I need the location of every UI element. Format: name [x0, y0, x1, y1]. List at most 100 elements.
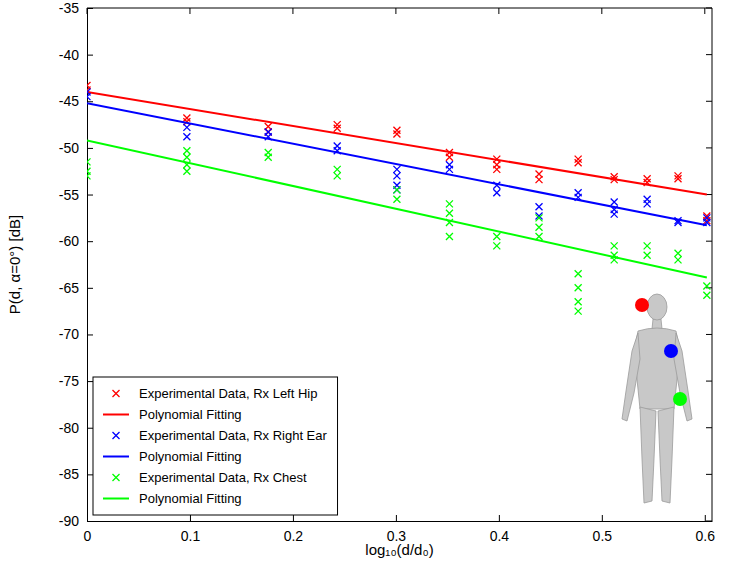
data-point	[446, 154, 453, 161]
data-point	[536, 214, 543, 221]
tick-mark	[87, 8, 88, 14]
data-point	[575, 308, 582, 315]
tick-mark	[87, 195, 93, 196]
data-point	[536, 176, 543, 183]
x-axis-title: log₁₀(d/d₀)	[365, 541, 433, 558]
data-point	[334, 172, 341, 179]
tick-label: 0.4	[490, 528, 510, 544]
data-point	[675, 250, 682, 257]
tick: -75	[59, 373, 93, 389]
tick-mark	[601, 8, 602, 14]
tick-mark	[189, 8, 190, 14]
data-point	[493, 189, 500, 196]
tick-label: 0.1	[181, 528, 201, 544]
data-point	[644, 242, 651, 249]
data-point	[611, 211, 618, 218]
data-point	[644, 175, 651, 182]
tick-mark	[87, 288, 93, 289]
tick-mark	[395, 8, 396, 14]
legend-swatch	[103, 456, 129, 458]
tick-mark	[499, 515, 500, 521]
tick-mark	[706, 381, 712, 382]
y-axis: -90-85-80-75-70-65-60-55-50-45-40-35	[59, 0, 93, 529]
tick-label: -90	[59, 513, 79, 529]
tick-label: -35	[59, 0, 79, 16]
legend-label: Experimental Data, Rx Left Hip	[139, 386, 317, 401]
data-point	[446, 200, 453, 207]
data-point	[575, 298, 582, 305]
tick: -55	[59, 187, 93, 203]
tick-mark	[87, 474, 93, 475]
plot: 00.10.20.30.40.50.6-90-85-80-75-70-65-60…	[59, 0, 715, 544]
tick-mark	[706, 54, 712, 55]
tick: 0.5	[593, 515, 613, 544]
data-point	[575, 284, 582, 291]
receiver-dot	[664, 344, 678, 358]
tick-label: -60	[59, 233, 79, 249]
tick: 0.4	[490, 515, 510, 544]
fit-line	[87, 92, 707, 195]
data-point	[393, 196, 400, 203]
tick-mark	[498, 8, 499, 14]
tick: 0.1	[181, 515, 201, 544]
fit-line	[87, 103, 707, 225]
data-point	[575, 156, 582, 163]
data-point	[575, 159, 582, 166]
tick-mark	[602, 515, 603, 521]
data-point	[334, 166, 341, 173]
tick-mark	[292, 8, 293, 14]
frame-right	[712, 8, 713, 521]
data-point	[183, 154, 190, 161]
tick-label: 0.6	[696, 528, 716, 544]
tick-mark	[87, 381, 93, 382]
legend-label: Polynomial Fitting	[139, 407, 242, 422]
data-point	[334, 125, 341, 132]
tick-mark	[706, 8, 712, 9]
legend-label: Experimental Data, Rx Chest	[139, 470, 307, 485]
frame	[87, 8, 712, 521]
tick-mark	[87, 334, 93, 335]
tick-mark	[190, 515, 191, 521]
legend-label: Polynomial Fitting	[139, 449, 242, 464]
tick-mark	[87, 521, 93, 522]
data-point	[493, 233, 500, 240]
body-torso	[634, 328, 680, 409]
data-point	[493, 166, 500, 173]
data-point	[703, 292, 710, 299]
data-point	[675, 256, 682, 263]
tick-label: -65	[59, 280, 79, 296]
data-point	[536, 224, 543, 231]
legend-swatch	[103, 414, 129, 416]
legend-entry: Polynomial Fitting	[103, 491, 242, 506]
receiver-dot	[635, 298, 649, 312]
data-point	[393, 186, 400, 193]
tick-mark	[87, 55, 93, 56]
tick-mark	[87, 148, 93, 149]
tick-label: 0.5	[593, 528, 613, 544]
legend-entry: Polynomial Fitting	[103, 407, 242, 422]
legend-entry: Experimental Data, Rx Left Hip	[113, 386, 318, 401]
legend-label: Polynomial Fitting	[139, 491, 242, 506]
legend-entry: Polynomial Fitting	[103, 449, 242, 464]
body-illustration	[622, 294, 692, 503]
tick: -50	[59, 140, 93, 156]
data-point	[446, 210, 453, 217]
tick-mark	[293, 515, 294, 521]
data-point	[183, 115, 190, 122]
tick-label: -70	[59, 326, 79, 342]
tick: -85	[59, 466, 93, 482]
body-leg	[658, 407, 674, 503]
tick-mark	[706, 241, 712, 242]
data-point	[393, 186, 400, 193]
tick: -90	[59, 513, 93, 529]
data-point	[183, 133, 190, 140]
fit-line	[87, 140, 707, 277]
data-point	[183, 147, 190, 154]
body-head	[647, 294, 667, 320]
tick: 0.3	[387, 515, 407, 544]
tick: -70	[59, 326, 93, 342]
data-point	[536, 203, 543, 210]
data-point	[334, 121, 341, 128]
axis-line	[88, 521, 713, 522]
legend-swatch	[113, 432, 120, 439]
